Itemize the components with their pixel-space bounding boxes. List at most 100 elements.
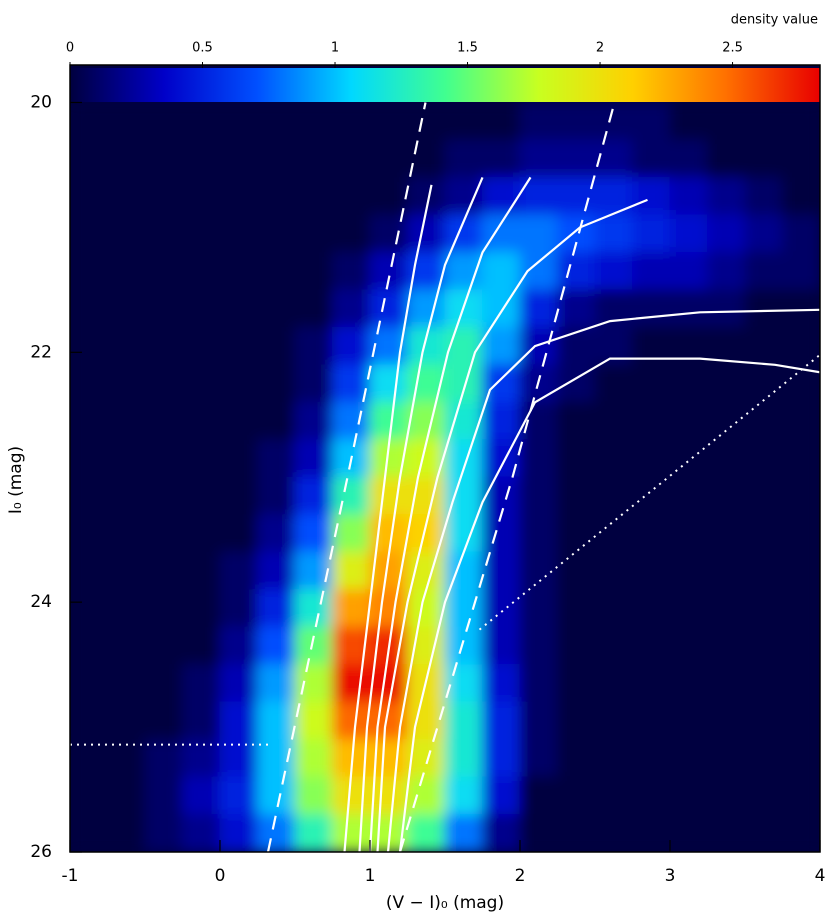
density-cell — [70, 401, 108, 441]
density-cell — [557, 101, 596, 141]
x-axis-label: (V − I)₀ (mag) — [386, 893, 504, 913]
density-cell — [519, 514, 558, 553]
density-cell — [669, 701, 708, 741]
density-cell — [257, 814, 296, 852]
density-cell — [107, 664, 146, 703]
density-cell — [144, 176, 183, 216]
density-cell — [369, 251, 408, 291]
density-cell — [707, 476, 746, 516]
density-cell — [182, 551, 221, 591]
density-cell — [219, 701, 258, 741]
density-cell — [369, 589, 408, 628]
density-cell — [557, 476, 596, 516]
density-cell — [107, 326, 146, 366]
density-cell — [557, 626, 596, 666]
density-cell — [219, 364, 258, 403]
density-cell — [182, 589, 221, 628]
density-cell — [632, 701, 671, 741]
density-cell — [782, 664, 820, 703]
density-cell — [332, 176, 371, 216]
density-cell — [519, 439, 558, 478]
density-cell — [519, 626, 558, 666]
density-cell — [369, 364, 408, 403]
density-cell — [744, 626, 783, 666]
density-cell — [332, 514, 371, 553]
density-cell — [294, 514, 333, 553]
x-tick-label: 4 — [815, 866, 826, 886]
density-cell — [782, 439, 820, 478]
density-cell — [669, 364, 708, 403]
density-cell — [444, 776, 483, 816]
density-cell — [669, 776, 708, 816]
density-cell — [294, 364, 333, 403]
density-cell — [107, 289, 146, 328]
density-cell — [219, 551, 258, 591]
density-cell — [594, 214, 633, 253]
density-cell — [144, 739, 183, 778]
density-cell — [182, 814, 221, 852]
density-cell — [182, 439, 221, 478]
density-cell — [70, 664, 108, 703]
density-cell — [632, 289, 671, 328]
density-cell — [182, 214, 221, 253]
density-cell — [744, 701, 783, 741]
density-cell — [107, 364, 146, 403]
density-cell — [182, 251, 221, 291]
density-cell — [482, 139, 521, 178]
density-cell — [219, 626, 258, 666]
density-cell — [557, 739, 596, 778]
density-cell — [782, 701, 820, 741]
density-cell — [182, 364, 221, 403]
isochrone-line — [266, 102, 427, 852]
density-cell — [632, 664, 671, 703]
density-cell — [407, 214, 446, 253]
density-cell — [144, 514, 183, 553]
density-cell — [219, 251, 258, 291]
density-cell — [294, 626, 333, 666]
density-cell — [669, 214, 708, 253]
density-cell — [519, 664, 558, 703]
density-cell — [782, 401, 820, 441]
density-cell — [594, 739, 633, 778]
x-tick-label: 1 — [365, 866, 376, 886]
density-cell — [707, 439, 746, 478]
x-tick-label: -1 — [62, 866, 79, 886]
density-cell — [332, 401, 371, 441]
density-cell — [107, 401, 146, 441]
density-cell — [632, 626, 671, 666]
density-cell — [70, 476, 108, 516]
density-cell — [744, 439, 783, 478]
density-cell — [70, 101, 108, 141]
density-cell — [182, 664, 221, 703]
density-cell — [444, 551, 483, 591]
density-cell — [707, 514, 746, 553]
density-cell — [519, 176, 558, 216]
density-cell — [594, 664, 633, 703]
density-cell — [144, 551, 183, 591]
density-cell — [219, 289, 258, 328]
density-cell — [407, 101, 446, 141]
density-cell — [782, 776, 820, 816]
density-cell — [332, 251, 371, 291]
density-cell — [707, 739, 746, 778]
density-cell — [782, 739, 820, 778]
density-cell — [707, 364, 746, 403]
density-cell — [257, 626, 296, 666]
density-cell — [632, 476, 671, 516]
density-cell — [594, 776, 633, 816]
density-cell — [744, 176, 783, 216]
density-cell — [744, 364, 783, 403]
density-cell — [744, 214, 783, 253]
density-cell — [669, 476, 708, 516]
density-cell — [407, 814, 446, 852]
density-cell — [407, 139, 446, 178]
density-cell — [557, 514, 596, 553]
density-cell — [70, 176, 108, 216]
density-cell — [369, 176, 408, 216]
density-cell — [144, 476, 183, 516]
isochrone-line — [358, 176, 484, 852]
density-cell — [107, 139, 146, 178]
density-cell — [594, 626, 633, 666]
density-cell — [744, 739, 783, 778]
density-cell — [444, 701, 483, 741]
